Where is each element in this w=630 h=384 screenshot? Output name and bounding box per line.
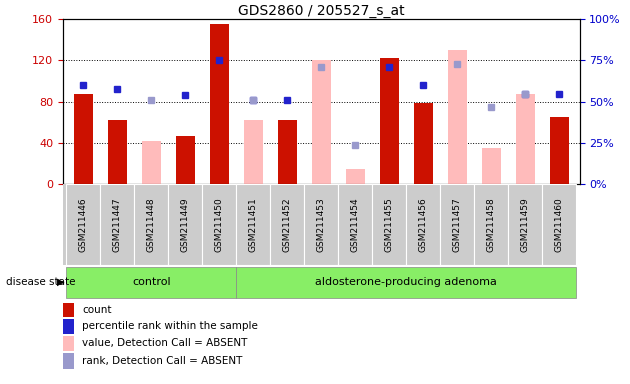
Text: GSM211448: GSM211448	[147, 197, 156, 252]
Text: GSM211459: GSM211459	[521, 197, 530, 252]
Bar	[63, 336, 74, 351]
Text: GSM211460: GSM211460	[554, 197, 564, 252]
Bar	[550, 117, 568, 184]
Bar	[66, 267, 236, 298]
Text: GSM211456: GSM211456	[419, 197, 428, 252]
Bar	[236, 267, 576, 298]
Text: GSM211447: GSM211447	[113, 197, 122, 252]
Bar	[440, 184, 474, 265]
Bar	[202, 184, 236, 265]
Bar	[270, 184, 304, 265]
Bar	[63, 302, 74, 317]
Bar	[244, 120, 263, 184]
Bar	[278, 120, 297, 184]
Bar	[380, 58, 399, 184]
Text: GSM211451: GSM211451	[249, 197, 258, 252]
Bar	[372, 184, 406, 265]
Text: ▶: ▶	[57, 277, 64, 287]
Bar	[142, 141, 161, 184]
Bar	[134, 184, 168, 265]
Bar	[168, 184, 202, 265]
Bar	[100, 184, 134, 265]
Bar	[304, 184, 338, 265]
Bar	[448, 50, 467, 184]
Text: GSM211457: GSM211457	[453, 197, 462, 252]
Text: control: control	[132, 277, 171, 287]
Text: GSM211455: GSM211455	[385, 197, 394, 252]
Bar	[63, 353, 74, 369]
Bar	[508, 184, 542, 265]
Text: aldosterone-producing adenoma: aldosterone-producing adenoma	[316, 277, 497, 287]
Bar	[176, 136, 195, 184]
Bar	[406, 184, 440, 265]
Bar	[516, 94, 535, 184]
Text: GSM211446: GSM211446	[79, 197, 88, 252]
Text: count: count	[82, 305, 112, 314]
Bar	[74, 94, 93, 184]
Text: disease state: disease state	[6, 277, 76, 287]
Bar	[66, 184, 100, 265]
Bar	[414, 103, 433, 184]
Bar	[312, 61, 331, 184]
Bar	[63, 319, 74, 334]
Title: GDS2860 / 205527_s_at: GDS2860 / 205527_s_at	[238, 4, 404, 18]
Bar	[474, 184, 508, 265]
Bar	[346, 169, 365, 184]
Bar	[108, 120, 127, 184]
Bar	[236, 184, 270, 265]
Bar	[542, 184, 576, 265]
Text: rank, Detection Call = ABSENT: rank, Detection Call = ABSENT	[82, 356, 243, 366]
Text: GSM211452: GSM211452	[283, 197, 292, 252]
Bar	[482, 148, 501, 184]
Text: GSM211453: GSM211453	[317, 197, 326, 252]
Bar	[210, 24, 229, 184]
Text: percentile rank within the sample: percentile rank within the sample	[82, 321, 258, 331]
Bar	[338, 184, 372, 265]
Text: value, Detection Call = ABSENT: value, Detection Call = ABSENT	[82, 338, 248, 348]
Text: GSM211449: GSM211449	[181, 197, 190, 252]
Text: GSM211450: GSM211450	[215, 197, 224, 252]
Text: GSM211458: GSM211458	[487, 197, 496, 252]
Text: GSM211454: GSM211454	[351, 197, 360, 252]
